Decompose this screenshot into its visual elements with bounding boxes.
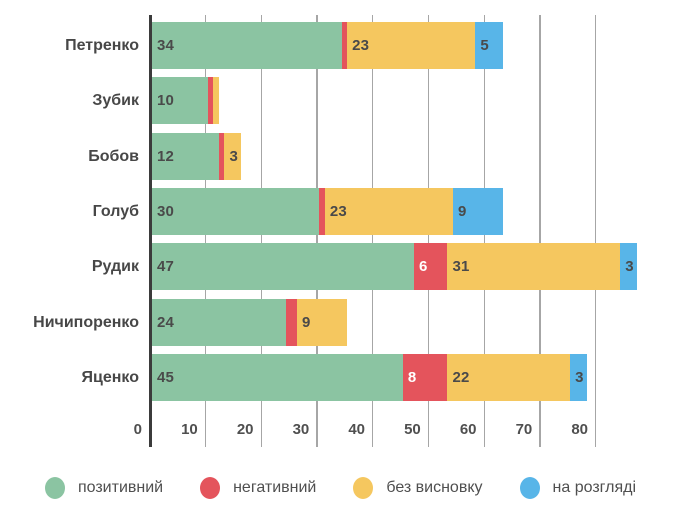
x-axis-tick-label: 40 xyxy=(348,421,365,438)
segment-value-label: 3 xyxy=(229,147,238,165)
x-axis-tick-label: 50 xyxy=(404,421,421,438)
category-label: Ничипоренко xyxy=(33,313,139,331)
bar-segment[interactable] xyxy=(285,298,297,346)
bar-segment[interactable] xyxy=(218,132,225,180)
bar-row: 30 23 9 xyxy=(152,187,504,235)
bar-segment[interactable]: 6 xyxy=(414,243,448,291)
bar-row: 47 6 31 3 xyxy=(152,243,637,291)
legend-label: позитивний xyxy=(77,479,164,496)
segment-value-label: 34 xyxy=(157,37,175,54)
bar-segment[interactable]: 9 xyxy=(453,187,504,235)
segment-value-label: 3 xyxy=(575,368,584,386)
bar-segment[interactable] xyxy=(319,187,325,235)
segment-value-label: 9 xyxy=(458,202,467,220)
plot-area: 0 10 20 30 40 50 60 70 80 34 23 5 10 12 3 30 23 9 47 6 31 3 24… xyxy=(134,15,664,447)
legend-item[interactable]: на розгляді xyxy=(519,477,637,499)
bar-segment[interactable]: 10 xyxy=(152,77,208,125)
bar-row: 10 xyxy=(152,77,219,125)
segment-value-label: 45 xyxy=(157,368,175,386)
legend-item[interactable]: без висновку xyxy=(353,477,483,499)
category-label: Рудик xyxy=(91,258,139,276)
bar-segment[interactable]: 8 xyxy=(402,353,448,401)
bar-segment[interactable]: 3 xyxy=(620,243,637,291)
x-axis-tick-label: 0 xyxy=(133,421,142,438)
legend-label: на розгляді xyxy=(552,479,637,496)
bar-segment[interactable]: 23 xyxy=(324,187,454,235)
category-label: Зубик xyxy=(92,92,139,110)
segment-value-label: 47 xyxy=(157,258,175,276)
bar-row: 12 3 xyxy=(152,132,242,180)
zero-axis-line xyxy=(149,15,152,447)
bar-segment[interactable]: 12 xyxy=(152,132,219,180)
legend-marker-icon xyxy=(200,477,221,499)
x-axis-tick-label: 70 xyxy=(515,421,533,438)
bar-segment[interactable]: 3 xyxy=(224,132,242,180)
bar-segment[interactable]: 31 xyxy=(447,243,621,291)
segment-value-label: 23 xyxy=(329,202,347,220)
segment-value-label: 6 xyxy=(419,258,428,276)
x-axis-tick-label: 80 xyxy=(571,421,588,438)
x-axis-tick-label: 20 xyxy=(236,421,254,438)
bar-segment[interactable]: 45 xyxy=(152,353,403,401)
segment-value-label: 5 xyxy=(480,37,489,54)
segment-value-label: 22 xyxy=(452,368,470,386)
category-label: Бобов xyxy=(88,147,139,165)
segment-value-label: 31 xyxy=(452,258,470,276)
bar-row: 34 23 5 xyxy=(152,22,504,69)
segment-value-label: 8 xyxy=(407,368,417,386)
category-label: Яценко xyxy=(81,368,139,386)
gridline xyxy=(595,15,597,447)
segment-value-label: 9 xyxy=(301,313,311,331)
legend-marker-icon xyxy=(353,477,374,499)
bar-row: 24 9 xyxy=(152,298,348,346)
legend-marker-icon xyxy=(44,477,65,499)
legend-marker-icon xyxy=(519,477,540,499)
x-axis-tick-label: 30 xyxy=(292,421,310,438)
segment-value-label: 30 xyxy=(157,202,175,220)
legend-label: без висновку xyxy=(386,479,483,496)
segment-value-label: 10 xyxy=(157,92,175,110)
bar-segment[interactable] xyxy=(213,77,219,125)
segment-value-label: 23 xyxy=(352,37,370,54)
bar-segment[interactable]: 23 xyxy=(347,22,476,69)
legend-item[interactable]: позитивний xyxy=(44,477,164,499)
segment-value-label: 12 xyxy=(157,147,175,165)
bar-segment[interactable]: 34 xyxy=(152,22,342,69)
x-axis-tick-label: 10 xyxy=(181,421,198,438)
category-label: Петренко xyxy=(65,37,139,54)
chart-legend: позитивний негативний без висновку на розгл… xyxy=(0,467,681,509)
bar-row: 45 8 22 3 xyxy=(152,353,587,401)
segment-value-label: 24 xyxy=(157,313,175,331)
bar-segment[interactable]: 9 xyxy=(296,298,348,346)
x-axis-tick-label: 60 xyxy=(459,421,477,438)
bar-segment[interactable]: 5 xyxy=(475,22,504,69)
category-label: Голуб xyxy=(92,202,139,220)
bar-segment[interactable] xyxy=(341,22,348,69)
bar-segment[interactable]: 30 xyxy=(152,187,320,235)
bar-segment[interactable]: 47 xyxy=(152,243,415,291)
bar-segment[interactable] xyxy=(207,77,214,125)
bar-segment[interactable]: 22 xyxy=(447,353,571,401)
segment-value-label: 3 xyxy=(625,258,634,276)
legend-label: негативний xyxy=(233,479,317,496)
gridline xyxy=(539,15,541,447)
legend-item[interactable]: негативний xyxy=(200,477,316,499)
bar-segment[interactable]: 24 xyxy=(152,298,286,346)
bar-segment[interactable]: 3 xyxy=(570,353,587,401)
